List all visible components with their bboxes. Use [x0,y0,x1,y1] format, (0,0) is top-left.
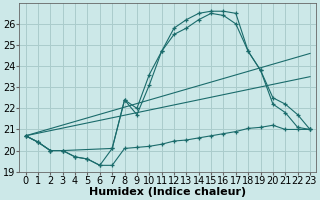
X-axis label: Humidex (Indice chaleur): Humidex (Indice chaleur) [89,187,246,197]
